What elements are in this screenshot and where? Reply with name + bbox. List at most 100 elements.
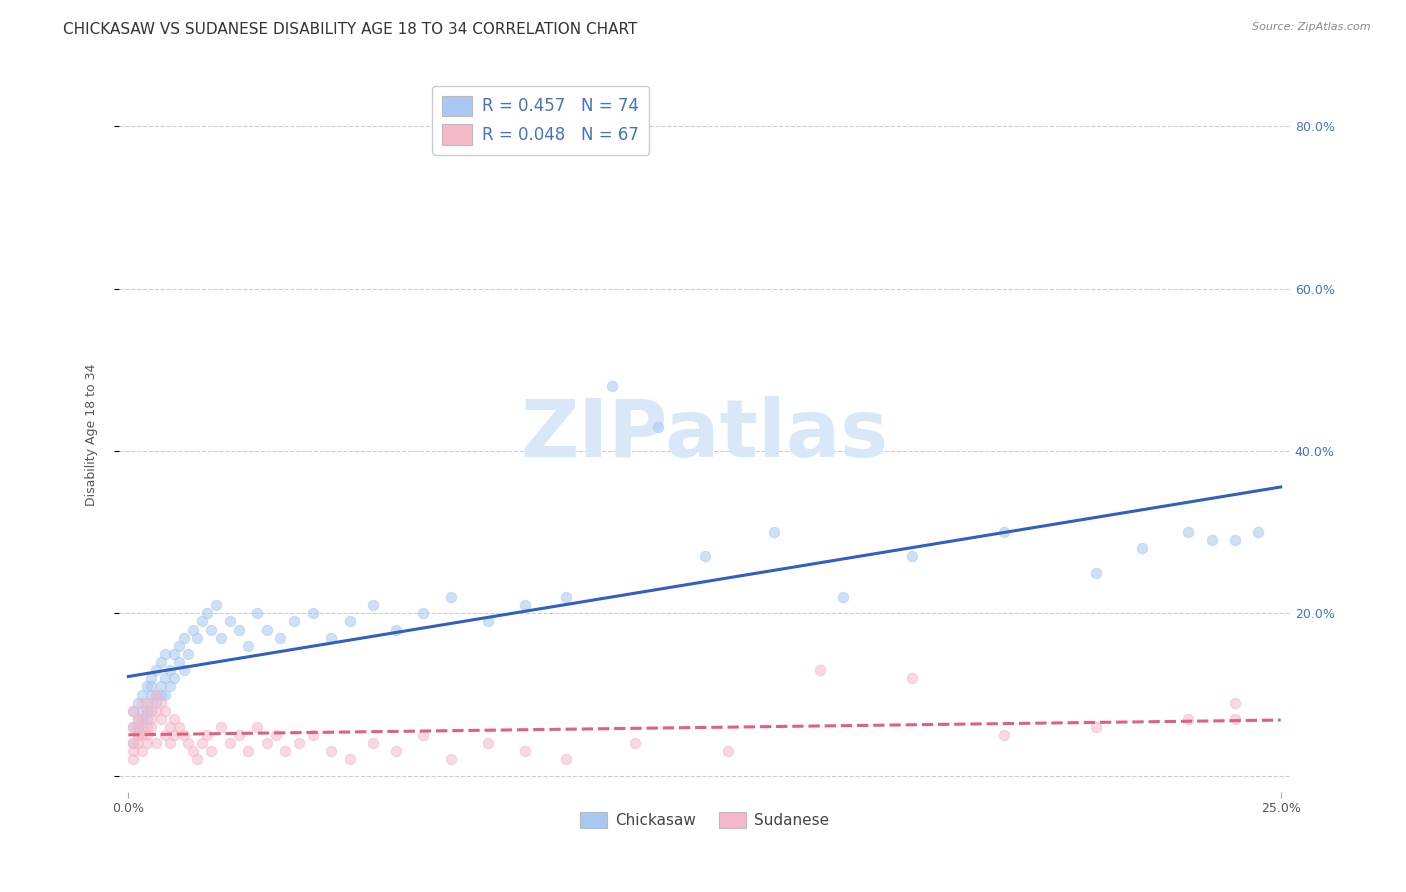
Point [122, 752, 145, 766]
Point [135, 704, 157, 718]
Point [901, 671, 924, 685]
Point [191, 615, 214, 629]
Point [195, 607, 218, 621]
Point [186, 631, 208, 645]
Point [361, 736, 384, 750]
Point [141, 712, 163, 726]
Point [122, 704, 145, 718]
Point [145, 696, 167, 710]
Point [412, 728, 434, 742]
Point [477, 736, 499, 750]
Point [256, 623, 278, 637]
Point [1246, 525, 1268, 540]
Point [1177, 712, 1199, 726]
Point [993, 525, 1015, 540]
Point [218, 736, 240, 750]
Point [127, 720, 149, 734]
Point [122, 736, 145, 750]
Point [440, 752, 463, 766]
Point [135, 712, 157, 726]
Point [246, 720, 269, 734]
Point [167, 639, 190, 653]
Point [181, 744, 204, 758]
Point [177, 736, 200, 750]
Point [647, 419, 669, 434]
Point [288, 736, 311, 750]
Point [477, 615, 499, 629]
Point [181, 623, 204, 637]
Point [218, 615, 240, 629]
Point [283, 615, 305, 629]
Legend: Chickasaw, Sudanese: Chickasaw, Sudanese [574, 806, 835, 834]
Point [321, 631, 343, 645]
Point [135, 720, 157, 734]
Point [186, 752, 208, 766]
Point [808, 663, 831, 677]
Point [145, 688, 167, 702]
Point [135, 704, 157, 718]
Point [155, 688, 177, 702]
Point [135, 696, 157, 710]
Point [131, 744, 153, 758]
Point [301, 728, 323, 742]
Point [131, 704, 153, 718]
Point [716, 744, 738, 758]
Point [149, 688, 172, 702]
Point [145, 663, 167, 677]
Point [173, 663, 195, 677]
Point [555, 590, 578, 604]
Text: Source: ZipAtlas.com: Source: ZipAtlas.com [1253, 22, 1371, 32]
Point [135, 728, 157, 742]
Point [127, 728, 149, 742]
Point [122, 704, 145, 718]
Point [624, 736, 647, 750]
Point [122, 720, 145, 734]
Point [141, 671, 163, 685]
Point [228, 728, 250, 742]
Point [1177, 525, 1199, 540]
Point [274, 744, 297, 758]
Point [238, 744, 260, 758]
Point [209, 631, 232, 645]
Point [159, 736, 181, 750]
Point [555, 752, 578, 766]
Text: ZIPatlas: ZIPatlas [520, 396, 889, 474]
Point [149, 696, 172, 710]
Point [149, 712, 172, 726]
Point [1223, 533, 1246, 548]
Point [205, 598, 228, 612]
Point [177, 647, 200, 661]
Point [163, 647, 186, 661]
Point [145, 704, 167, 718]
Point [412, 607, 434, 621]
Point [155, 704, 177, 718]
Point [195, 728, 218, 742]
Point [1201, 533, 1223, 548]
Point [1085, 720, 1108, 734]
Point [762, 525, 785, 540]
Point [131, 696, 153, 710]
Point [127, 720, 149, 734]
Point [155, 647, 177, 661]
Point [127, 712, 149, 726]
Point [163, 712, 186, 726]
Point [149, 655, 172, 669]
Point [159, 680, 181, 694]
Point [167, 655, 190, 669]
Point [1223, 712, 1246, 726]
Point [384, 744, 406, 758]
Point [384, 623, 406, 637]
Point [131, 720, 153, 734]
Point [269, 631, 291, 645]
Point [131, 688, 153, 702]
Point [122, 736, 145, 750]
Point [901, 549, 924, 564]
Point [693, 549, 716, 564]
Point [339, 752, 361, 766]
Point [159, 663, 181, 677]
Point [1085, 566, 1108, 580]
Point [209, 720, 232, 734]
Point [513, 598, 536, 612]
Point [173, 728, 195, 742]
Point [141, 688, 163, 702]
